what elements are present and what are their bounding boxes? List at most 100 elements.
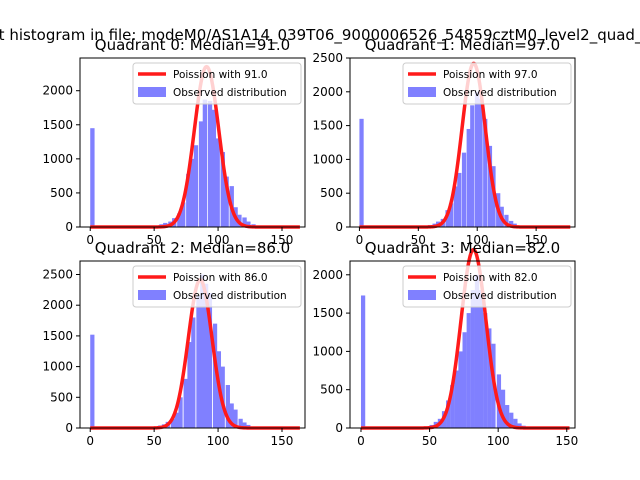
histogram-bar bbox=[90, 128, 95, 227]
histogram-bar bbox=[454, 370, 459, 428]
legend-label-observed: Observed distribution bbox=[443, 87, 557, 99]
y-tick-label: 2500 bbox=[42, 268, 73, 282]
histogram-bar bbox=[448, 203, 454, 227]
histogram-bar bbox=[187, 342, 192, 428]
x-tick-label: 150 bbox=[271, 434, 294, 448]
legend-box bbox=[132, 265, 302, 308]
y-tick-label: 500 bbox=[320, 186, 343, 200]
histogram-bar bbox=[177, 213, 182, 227]
histogram-bar bbox=[189, 158, 195, 227]
histogram-bar bbox=[470, 105, 475, 227]
subplot-title: Quadrant 1: Median=97.0 bbox=[365, 36, 560, 54]
legend-label-observed: Observed distribution bbox=[443, 290, 557, 302]
histogram-bar bbox=[487, 145, 493, 227]
x-tick-label: 150 bbox=[525, 233, 548, 247]
figure-suptitle: Count histogram in file: modeM0/AS1A14_0… bbox=[0, 26, 640, 45]
y-tick-label: 2000 bbox=[312, 85, 343, 99]
histogram-bar bbox=[517, 423, 522, 428]
x-tick-label: 50 bbox=[411, 233, 426, 247]
legend-label-observed: Observed distribution bbox=[173, 87, 287, 99]
histogram-bar bbox=[170, 418, 175, 428]
histogram-bar bbox=[220, 152, 225, 227]
histogram-bar bbox=[470, 290, 475, 428]
x-tick-label: 100 bbox=[207, 233, 230, 247]
histogram-bar bbox=[483, 118, 488, 227]
x-tick-label: 150 bbox=[555, 434, 578, 448]
subplot-title: Quadrant 3: Median=82.0 bbox=[365, 239, 560, 257]
histogram-bar bbox=[509, 412, 514, 428]
histogram-bar bbox=[229, 403, 234, 428]
histogram-bar bbox=[207, 100, 213, 227]
legend-bar-swatch bbox=[408, 290, 436, 300]
histogram-bar bbox=[90, 334, 95, 428]
histogram-bar bbox=[453, 186, 458, 227]
histogram-bar bbox=[242, 217, 247, 227]
x-tick-label: 0 bbox=[357, 434, 365, 448]
histogram-bar bbox=[478, 290, 484, 428]
histogram-bar bbox=[193, 145, 199, 227]
x-tick-label: 100 bbox=[466, 233, 489, 247]
y-tick-label: 1500 bbox=[312, 119, 343, 133]
legend-box bbox=[402, 62, 572, 105]
histogram-bar bbox=[466, 128, 471, 227]
histogram-bar bbox=[462, 332, 467, 428]
y-tick-label: 0 bbox=[65, 421, 73, 435]
legend: Poission with 82.0 Observed distribution bbox=[402, 265, 572, 308]
axes-frame bbox=[349, 57, 576, 228]
legend: Poission with 91.0 Observed distribution bbox=[132, 62, 302, 105]
y-tick-label: 500 bbox=[50, 390, 73, 404]
axes-frame bbox=[79, 57, 306, 228]
histogram-bar bbox=[474, 91, 480, 227]
x-tick-label: 100 bbox=[487, 434, 510, 448]
histogram-bar bbox=[360, 295, 366, 428]
legend-box bbox=[132, 62, 302, 105]
histogram-bar bbox=[211, 109, 217, 227]
histogram-bar bbox=[186, 173, 191, 227]
legend-label-observed: Observed distribution bbox=[173, 290, 287, 302]
legend-bar-swatch bbox=[408, 87, 436, 97]
histogram-bar bbox=[474, 274, 480, 428]
legend-label-poisson: Poission with 86.0 bbox=[173, 272, 268, 284]
histogram-bar bbox=[466, 313, 471, 428]
x-tick-label: 50 bbox=[147, 233, 162, 247]
y-tick-label: 1000 bbox=[42, 152, 73, 166]
histogram-bar bbox=[458, 351, 463, 428]
y-tick-label: 2000 bbox=[42, 298, 73, 312]
x-tick-label: 0 bbox=[356, 233, 364, 247]
subplot-title: Quadrant 0: Median=91.0 bbox=[95, 36, 290, 54]
histogram-bar bbox=[191, 317, 196, 428]
axes-frame bbox=[79, 260, 306, 429]
histogram-bar bbox=[509, 220, 514, 227]
legend-label-poisson: Poission with 91.0 bbox=[173, 69, 268, 81]
x-tick-label: 0 bbox=[86, 434, 94, 448]
histogram-bar bbox=[445, 210, 450, 227]
histogram-bar bbox=[500, 389, 506, 428]
histogram-bar bbox=[200, 274, 205, 428]
histogram-bar bbox=[504, 214, 509, 227]
y-tick-label: 1000 bbox=[312, 152, 343, 166]
legend: Poission with 86.0 Observed distribution bbox=[132, 265, 302, 308]
histogram-bar bbox=[225, 385, 230, 428]
legend: Poission with 97.0 Observed distribution bbox=[402, 62, 572, 105]
histogram-bar bbox=[198, 121, 204, 228]
y-tick-label: 0 bbox=[65, 220, 73, 234]
histogram-bar bbox=[174, 412, 179, 428]
histogram-bar bbox=[202, 99, 208, 227]
legend-bar-swatch bbox=[138, 290, 166, 300]
histogram-bar bbox=[212, 323, 218, 429]
histogram-bar bbox=[178, 397, 183, 428]
y-tick-label: 500 bbox=[320, 383, 343, 397]
histogram-bar bbox=[238, 418, 243, 428]
histogram-bar bbox=[483, 313, 488, 428]
y-tick-label: 0 bbox=[335, 220, 343, 234]
histogram-bar bbox=[207, 292, 213, 428]
histogram-bar bbox=[505, 405, 510, 428]
histogram-bar bbox=[246, 221, 251, 227]
histogram-bar bbox=[224, 176, 229, 227]
x-tick-label: 50 bbox=[147, 434, 162, 448]
histogram-bar bbox=[215, 138, 220, 227]
